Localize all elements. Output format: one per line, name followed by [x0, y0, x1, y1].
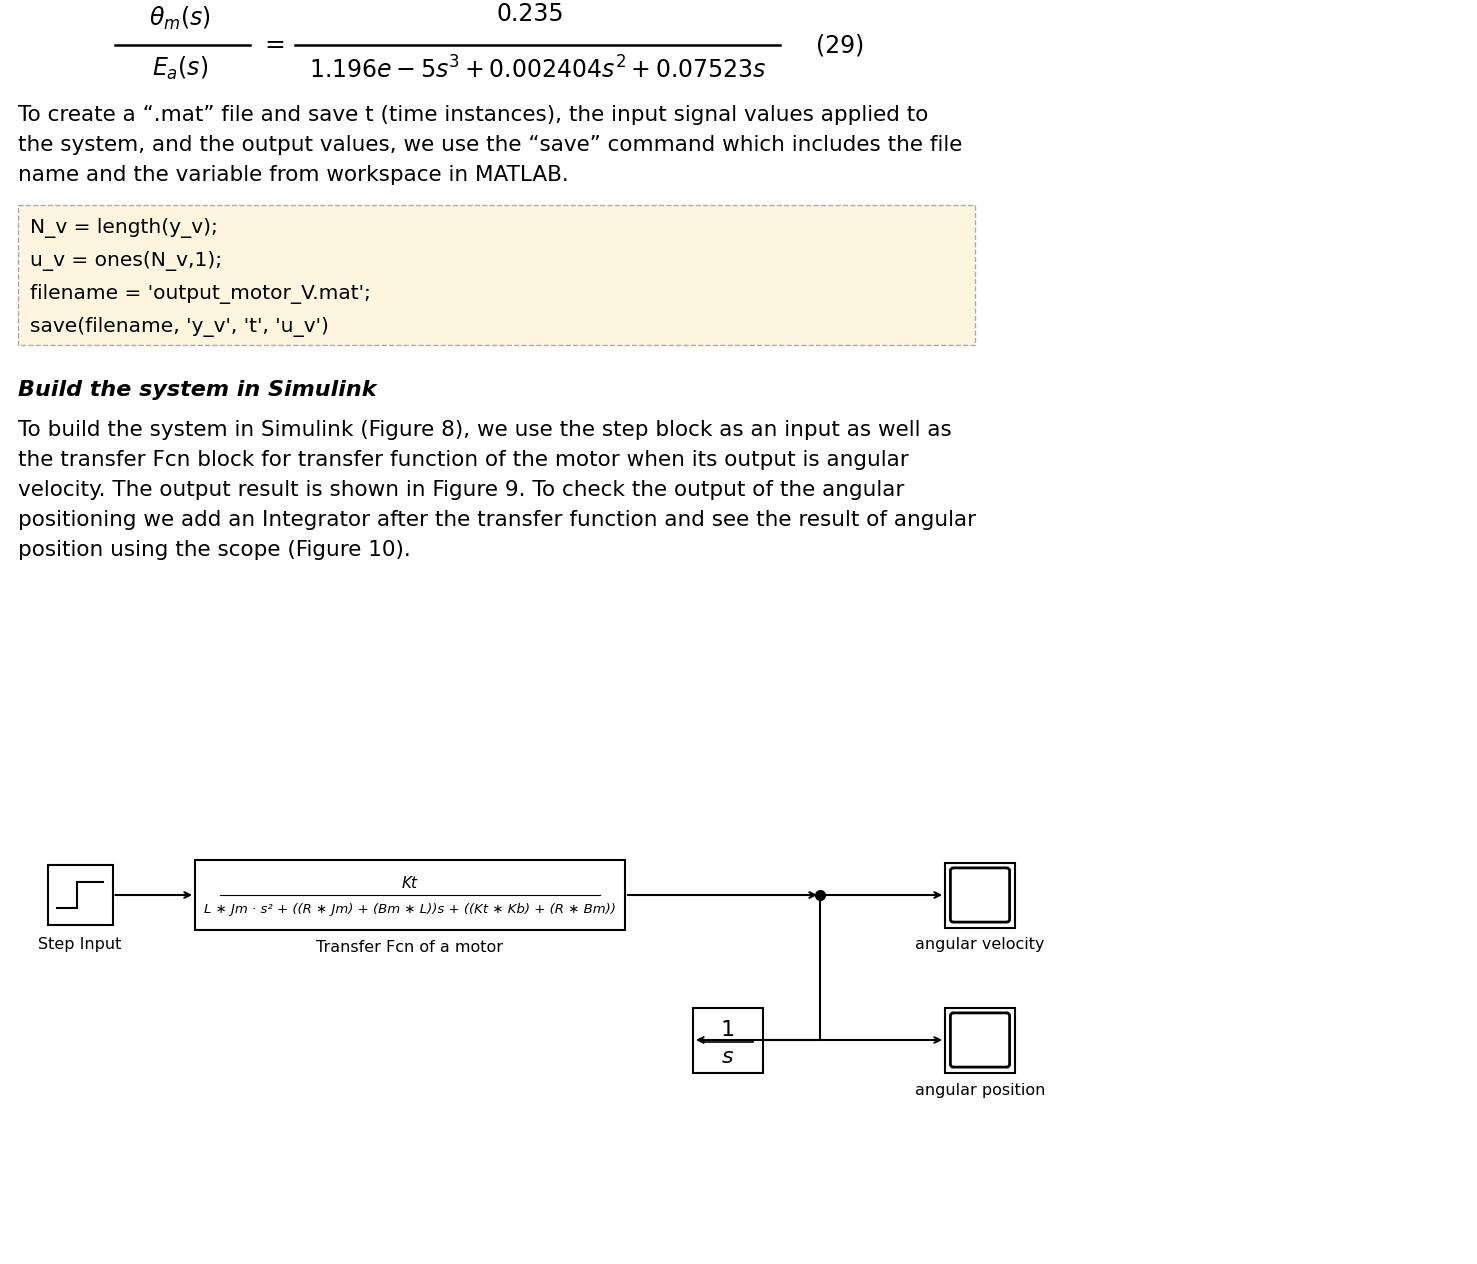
Text: To build the system in Simulink (Figure 8), we use the step block as an input as: To build the system in Simulink (Figure … [18, 420, 951, 440]
Text: velocity. The output result is shown in Figure 9. To check the output of the ang: velocity. The output result is shown in … [18, 480, 904, 501]
Text: save(filename, 'y_v', 't', 'u_v'): save(filename, 'y_v', 't', 'u_v') [30, 317, 329, 337]
Text: (29): (29) [815, 33, 864, 57]
Text: $1.196e - 5s^3 + 0.002404s^2 + 0.07523s$: $1.196e - 5s^3 + 0.002404s^2 + 0.07523s$ [309, 57, 767, 83]
FancyBboxPatch shape [693, 1007, 764, 1072]
Text: N_v = length(y_v);: N_v = length(y_v); [30, 217, 219, 238]
Text: name and the variable from workspace in MATLAB.: name and the variable from workspace in … [18, 166, 569, 185]
Text: Step Input: Step Input [38, 937, 121, 952]
Text: Transfer Fcn of a motor: Transfer Fcn of a motor [316, 940, 504, 956]
Text: filename = 'output_motor_V.mat';: filename = 'output_motor_V.mat'; [30, 284, 371, 305]
FancyBboxPatch shape [47, 865, 112, 925]
Text: L ∗ Jm · s² + ((R ∗ Jm) + (Bm ∗ L))s + ((Kt ∗ Kb) + (R ∗ Bm)): L ∗ Jm · s² + ((R ∗ Jm) + (Bm ∗ L))s + (… [204, 902, 616, 915]
FancyBboxPatch shape [945, 1007, 1015, 1072]
Text: angular position: angular position [914, 1082, 1046, 1097]
Text: To create a “.mat” file and save t (time instances), the input signal values app: To create a “.mat” file and save t (time… [18, 105, 929, 125]
FancyBboxPatch shape [950, 868, 1010, 923]
Text: position using the scope (Figure 10).: position using the scope (Figure 10). [18, 540, 411, 560]
FancyBboxPatch shape [18, 205, 975, 345]
FancyBboxPatch shape [945, 862, 1015, 928]
Text: the transfer Fcn block for transfer function of the motor when its output is ang: the transfer Fcn block for transfer func… [18, 450, 908, 470]
FancyBboxPatch shape [195, 860, 625, 930]
Text: 1: 1 [721, 1020, 736, 1040]
Text: the system, and the output values, we use the “save” command which includes the : the system, and the output values, we us… [18, 135, 963, 155]
Text: $\theta_m(s)$: $\theta_m(s)$ [149, 4, 211, 32]
Text: $E_a(s)$: $E_a(s)$ [152, 54, 208, 82]
Text: 0.235: 0.235 [496, 3, 564, 27]
Text: Kt: Kt [402, 876, 418, 891]
Text: positioning we add an Integrator after the transfer function and see the result : positioning we add an Integrator after t… [18, 509, 976, 530]
Text: u_v = ones(N_v,1);: u_v = ones(N_v,1); [30, 252, 222, 270]
FancyBboxPatch shape [950, 1012, 1010, 1067]
Text: Build the system in Simulink: Build the system in Simulink [18, 380, 377, 399]
Text: =: = [264, 33, 285, 57]
Text: s: s [722, 1047, 734, 1067]
Text: angular velocity: angular velocity [916, 938, 1044, 953]
